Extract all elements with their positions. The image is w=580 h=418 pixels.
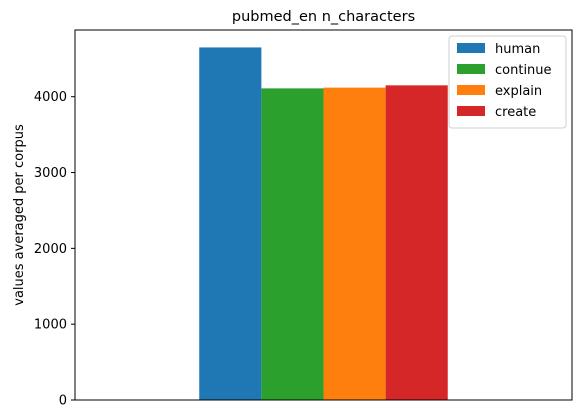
legend-label-human: human [495, 42, 540, 57]
y-tick-label: 0 [59, 394, 67, 409]
chart-title: pubmed_en n_characters [232, 9, 415, 25]
legend-swatch-human [457, 43, 485, 53]
bar-continue [261, 88, 324, 400]
bar-create [385, 85, 448, 400]
legend: human continue explain create [448, 35, 567, 129]
bar-human [199, 47, 262, 400]
legend-label-create: create [495, 105, 536, 120]
y-tick-label: 2000 [34, 242, 67, 257]
y-ticks-group: 0 1000 2000 3000 4000 [34, 90, 75, 409]
y-tick-label: 1000 [34, 318, 67, 333]
bars-group [199, 47, 448, 400]
legend-swatch-continue [457, 64, 485, 74]
legend-swatch-explain [457, 85, 485, 95]
y-tick-label: 3000 [34, 166, 67, 181]
legend-box [448, 35, 567, 129]
bar-explain [323, 87, 386, 400]
legend-label-explain: explain [495, 84, 542, 99]
y-axis-label: values averaged per corpus [12, 124, 27, 306]
plot-frame [74, 29, 573, 401]
legend-swatch-create [457, 106, 485, 116]
y-tick-label: 4000 [34, 90, 67, 105]
legend-label-continue: continue [495, 63, 552, 78]
